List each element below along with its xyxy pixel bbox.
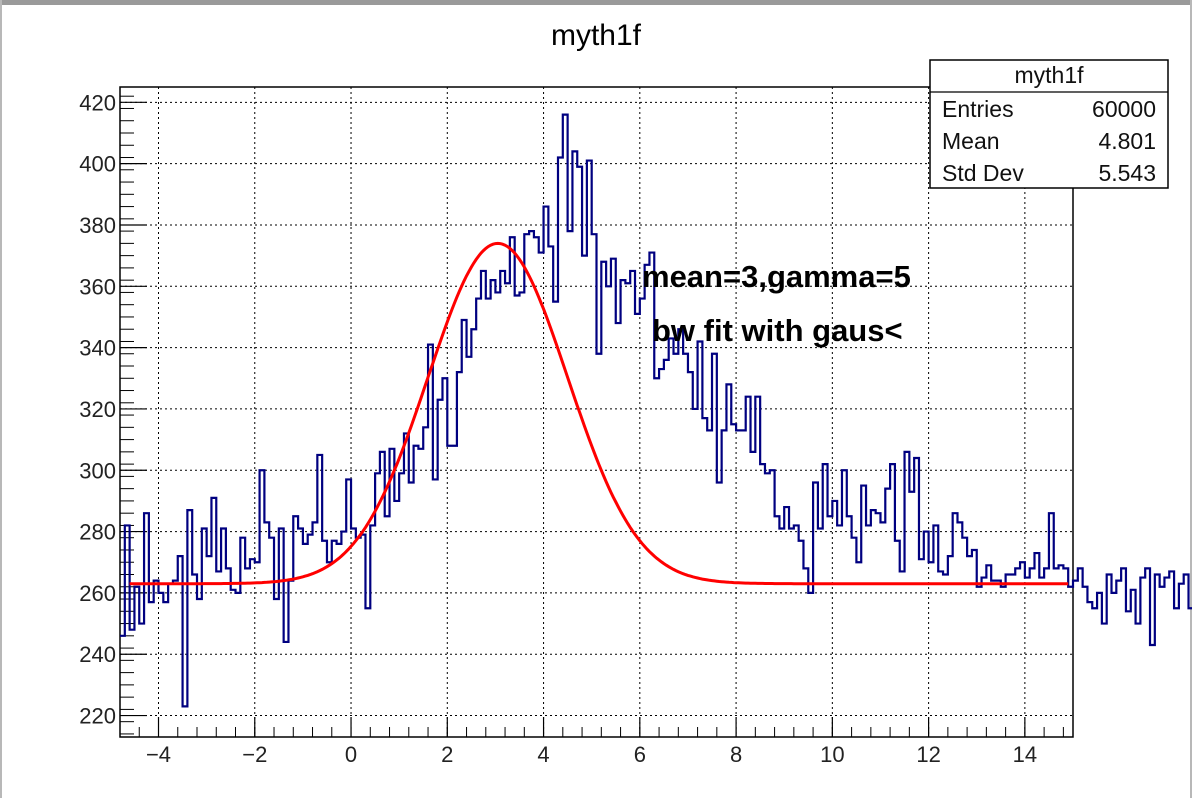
x-axis-tick-labels: −4 −2 0 2 4 6 8 10 12 14: [146, 742, 1037, 767]
window-left-border: [0, 0, 2, 798]
y-axis-tick-labels: 220 240 260 280 300 320 340 360 380 400 420: [79, 90, 116, 728]
annotation-fit-description: bw fit with gaus<: [652, 313, 903, 348]
x-tick-label: 6: [634, 742, 646, 767]
window-top-border: [0, 0, 1192, 5]
x-tick-label: 2: [441, 742, 453, 767]
stats-entries-value: 60000: [1092, 96, 1156, 122]
plot-frame: [119, 86, 1074, 738]
x-tick-label: 8: [730, 742, 742, 767]
chart-title: myth1f: [551, 19, 642, 52]
annotation-mean-gamma: mean=3,gamma=5: [642, 259, 911, 294]
y-tick-label: 400: [79, 152, 116, 177]
stats-stddev-label: Std Dev: [942, 160, 1024, 186]
gaussian-fit-curve: [129, 241, 1069, 586]
y-tick-label: 260: [79, 581, 116, 606]
window-right-border: [1190, 0, 1192, 798]
y-tick-label: 220: [79, 704, 116, 729]
stats-mean-label: Mean: [942, 128, 1000, 154]
stats-box: myth1f Entries 60000 Mean 4.801 Std Dev …: [929, 59, 1169, 189]
y-tick-label: 300: [79, 458, 116, 483]
x-tick-label: −2: [242, 742, 267, 767]
x-tick-label: 12: [916, 742, 940, 767]
y-tick-label: 280: [79, 520, 116, 545]
stats-stddev-value: 5.543: [1098, 160, 1156, 186]
y-tick-label: 380: [79, 213, 116, 238]
y-tick-label: 420: [79, 90, 116, 115]
stats-box-title: myth1f: [1014, 62, 1084, 88]
x-tick-label: 4: [537, 742, 549, 767]
y-tick-label: 360: [79, 274, 116, 299]
x-tick-label: 10: [820, 742, 844, 767]
y-tick-label: 340: [79, 336, 116, 361]
stats-entries-label: Entries: [942, 96, 1014, 122]
stats-box-frame: [929, 59, 1169, 189]
y-tick-label: 320: [79, 397, 116, 422]
histogram-series: [120, 113, 1192, 708]
y-tick-label: 240: [79, 642, 116, 667]
stats-mean-value: 4.801: [1098, 128, 1156, 154]
x-tick-label: −4: [146, 742, 171, 767]
x-tick-label: 14: [1013, 742, 1037, 767]
x-tick-label: 0: [345, 742, 357, 767]
